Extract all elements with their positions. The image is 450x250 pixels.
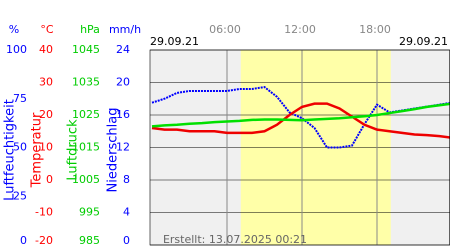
axis-unit: hPa: [80, 23, 100, 36]
y-tick-label: -10: [35, 206, 53, 219]
y-tick-label: -20: [35, 234, 53, 247]
y-tick-label: 20: [116, 76, 130, 89]
axis-unit: °C: [40, 23, 54, 36]
y-tick-label: 1045: [72, 43, 100, 56]
y-tick-label: 995: [79, 206, 100, 219]
y-tick-label: 10: [39, 141, 53, 154]
x-tick-label: 18:00: [359, 23, 391, 36]
axis-title: Luftdruck: [66, 119, 81, 181]
y-tick-label: 1035: [72, 76, 100, 89]
y-tick-label: 1005: [72, 173, 100, 186]
y-tick-label: 8: [123, 173, 130, 186]
series-line: [151, 102, 450, 139]
y-tick-label: 985: [79, 234, 100, 247]
axis-title: Niederschlag: [106, 108, 121, 193]
date-right: 29.09.21: [399, 35, 448, 48]
axis-title: Temperatur: [30, 112, 45, 188]
x-tick-label: 12:00: [284, 23, 316, 36]
axis-title: Luftfeuchtigkeit: [3, 99, 18, 201]
y-tick-label: 0: [46, 173, 53, 186]
y-tick-label: 20: [39, 108, 53, 121]
y-tick-label: 1025: [72, 108, 100, 121]
y-tick-label: 25: [13, 189, 27, 202]
y-tick-label: 16: [116, 108, 130, 121]
footer: Erstellt: 13.07.2025 00:21: [163, 233, 307, 246]
y-tick-label: 75: [13, 92, 27, 105]
y-tick-label: 30: [39, 76, 53, 89]
y-tick-label: 100: [6, 43, 27, 56]
series-line: [151, 102, 450, 128]
y-tick-label: 40: [39, 43, 53, 56]
x-tick-label: 06:00: [209, 23, 241, 36]
y-tick-label: 24: [116, 43, 130, 56]
y-tick-label: 1015: [72, 141, 100, 154]
y-tick-label: 50: [13, 141, 27, 154]
y-tick-label: 0: [20, 234, 27, 247]
axis-unit: %: [9, 23, 19, 36]
y-tick-label: 0: [123, 234, 130, 247]
y-tick-label: 4: [123, 206, 130, 219]
y-tick-label: 12: [116, 141, 130, 154]
date-left: 29.09.21: [150, 35, 199, 48]
axis-unit: mm/h: [109, 23, 141, 36]
